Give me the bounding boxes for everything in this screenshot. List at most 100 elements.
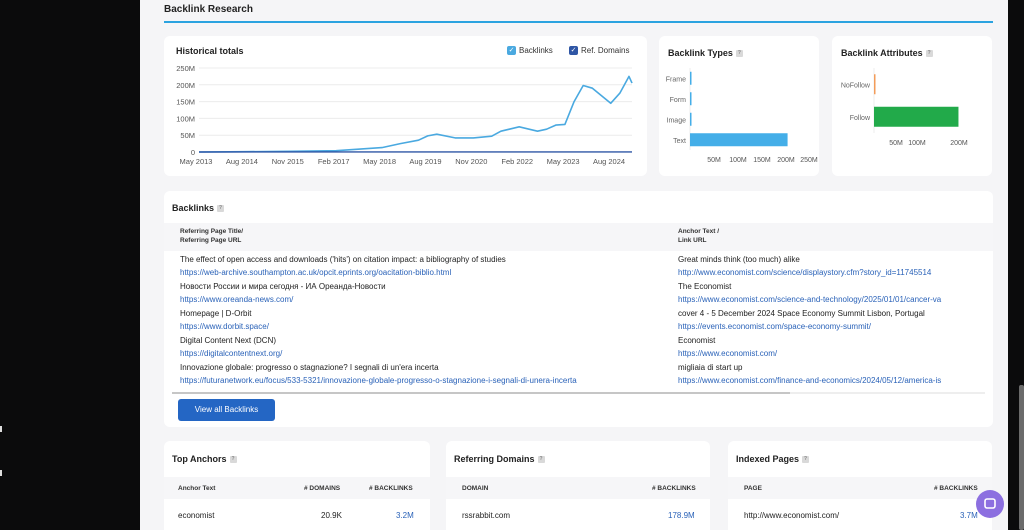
x-tick-label: 250M (800, 157, 818, 164)
col-header-backlinks: # BACKLINKS (369, 485, 413, 492)
indexed-pages-title: Indexed Pages? (736, 454, 810, 464)
help-icon[interactable]: ? (537, 456, 545, 464)
table-header-row (164, 477, 430, 499)
referring-page-url[interactable]: https://www.dorbit.space/ (180, 322, 269, 331)
x-tick-label: 200M (950, 140, 968, 147)
col-header-backlinks: # BACKLINKS (934, 485, 978, 492)
view-all-backlinks-button[interactable]: View all Backlinks (178, 399, 275, 421)
y-tick-label: 0 (191, 148, 195, 157)
x-tick-label: 100M (729, 157, 747, 164)
referring-page-title: Новости России и мира сегодня - ИА Ореан… (180, 282, 386, 291)
x-tick-label: Aug 2024 (593, 157, 625, 166)
help-icon[interactable]: ? (925, 50, 933, 58)
link-url[interactable]: https://www.economist.com/science-and-te… (678, 295, 942, 304)
domain-name: rssrabbit.com (462, 511, 511, 520)
backlinks-count[interactable]: 3.7M (960, 511, 978, 520)
col-header-referring-page: Referring Page Title/ Referring Page URL (180, 227, 243, 245)
bar-frame (690, 71, 692, 85)
backlink-types-title-text: Backlink Types (668, 48, 733, 58)
header-line: Referring Page URL (180, 237, 242, 244)
table-header-row (446, 477, 710, 499)
x-tick-label: Feb 2022 (501, 157, 533, 166)
series-line-backlinks (198, 75, 633, 153)
bar-follow (874, 106, 959, 127)
referring-page-url[interactable]: https://futuranetwork.eu/focus/533-5321/… (180, 376, 577, 385)
anchor-text: economist (178, 511, 215, 520)
bar-nofollow (874, 74, 876, 95)
right-dark-panel (1008, 0, 1024, 530)
anchor-text: The Economist (678, 282, 732, 291)
indexed-pages-title-text: Indexed Pages (736, 454, 800, 464)
header-line: Anchor Text / (678, 228, 720, 235)
referring-domains-title: Referring Domains? (454, 454, 545, 464)
x-tick-label: Aug 2019 (409, 157, 441, 166)
table-row: Homepage | D-Orbit https://www.dorbit.sp… (164, 309, 993, 336)
anchor-text: Economist (678, 336, 716, 345)
col-header-anchor-text: Anchor Text / Link URL (678, 227, 719, 245)
help-icon[interactable]: ? (802, 456, 810, 464)
referring-page-title: Innovazione globale: progresso o stagnaz… (180, 363, 439, 372)
checkbox-icon[interactable]: ✓ (507, 46, 516, 56)
x-tick-label: Feb 2017 (318, 157, 350, 166)
bar-image (690, 112, 692, 126)
help-icon[interactable]: ? (735, 50, 743, 58)
link-url[interactable]: https://www.economist.com/finance-and-ec… (678, 376, 942, 385)
table-row: The effect of open access and downloads … (164, 255, 993, 282)
referring-page-url[interactable]: https://web-archive.southampton.ac.uk/op… (180, 268, 452, 277)
left-dark-panel (0, 0, 140, 530)
table-header-row (164, 223, 993, 251)
scrollbar-thumb[interactable] (1019, 385, 1024, 530)
referring-domains-card: Referring Domains? DOMAIN # BACKLINKS rs… (446, 441, 710, 530)
header-line: Referring Page Title/ (180, 228, 244, 235)
chat-launcher-button[interactable] (976, 490, 1004, 518)
y-tick-label: 100M (176, 114, 195, 123)
legend-backlinks[interactable]: ✓ Backlinks (507, 46, 553, 56)
backlinks-table-body: The effect of open access and downloads … (164, 255, 993, 393)
backlink-attributes-card: Backlink Attributes? NoFollow Follow 50M 10… (832, 36, 992, 176)
header-line: Link URL (678, 237, 707, 244)
horizontal-scrollbar-track[interactable] (172, 392, 985, 394)
horizontal-scrollbar-thumb[interactable] (172, 392, 790, 394)
backlinks-count[interactable]: 3.2M (396, 511, 414, 520)
anchor-text: Great minds think (too much) alike (678, 255, 800, 264)
legend-ref-domains[interactable]: ✓ Ref. Domains (569, 46, 629, 56)
x-tick-label: Nov 2015 (272, 157, 304, 166)
help-icon[interactable]: ? (217, 205, 225, 213)
help-icon[interactable]: ? (229, 456, 237, 464)
panel-edge-mark (0, 426, 2, 432)
bar-text (690, 133, 788, 147)
backlinks-count[interactable]: 178.9M (668, 511, 695, 520)
table-row: Новости России и мира сегодня - ИА Ореан… (164, 282, 993, 309)
table-row: Digital Content Next (DCN) https://digit… (164, 336, 993, 363)
x-tick-label: May 2018 (363, 157, 396, 166)
category-label: Image (667, 117, 687, 124)
section-underline (164, 21, 993, 23)
page-url: http://www.economist.com/ (744, 511, 840, 520)
referring-page-url[interactable]: https://digitalcontentnext.org/ (180, 349, 283, 358)
col-header-backlinks: # BACKLINKS (652, 485, 696, 492)
top-anchors-card: Top Anchors? Anchor Text # DOMAINS # BAC… (164, 441, 430, 530)
indexed-pages-card: Indexed Pages? PAGE # BACKLINKS http://w… (728, 441, 992, 530)
backlinks-card: Backlinks? Referring Page Title/ Referri… (164, 191, 993, 427)
x-tick-label: Aug 2014 (226, 157, 258, 166)
historical-totals-card: Historical totals ✓ Backlinks ✓ Ref. Domai… (164, 36, 647, 176)
y-tick-label: 200M (176, 81, 195, 90)
checkbox-icon[interactable]: ✓ (569, 46, 578, 56)
referring-page-title: The effect of open access and downloads … (180, 255, 506, 264)
referring-page-url[interactable]: https://www.oreanda-news.com/ (180, 295, 294, 304)
link-url[interactable]: https://www.economist.com/ (678, 349, 778, 358)
backlink-types-title: Backlink Types? (668, 48, 743, 58)
x-tick-label: 200M (777, 157, 795, 164)
anchor-text: migliaia di start up (678, 363, 743, 372)
x-tick-label: 150M (753, 157, 771, 164)
category-label: NoFollow (841, 82, 871, 89)
x-tick-label: May 2023 (547, 157, 580, 166)
link-url[interactable]: http://www.economist.com/science/display… (678, 268, 932, 277)
domains-count: 20.9K (321, 511, 342, 520)
col-header-anchor: Anchor Text (178, 485, 216, 492)
top-anchors-title-text: Top Anchors (172, 454, 227, 464)
chat-bubble-icon (984, 498, 996, 509)
link-url[interactable]: https://events.economist.com/space-econo… (678, 322, 871, 331)
backlinks-title-text: Backlinks (172, 203, 215, 213)
top-anchors-title: Top Anchors? (172, 454, 237, 464)
